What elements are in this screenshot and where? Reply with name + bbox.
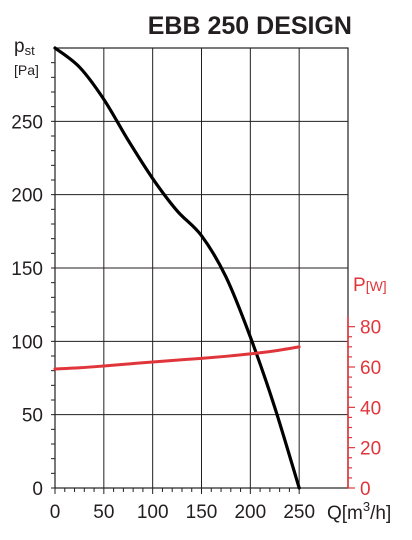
y-right-label-unit: [W]: [366, 278, 387, 294]
x-tick-label: 200: [234, 502, 266, 523]
x-label-main: Q: [327, 503, 342, 524]
y-right-tick-label: 20: [360, 439, 381, 460]
y-left-tick-label: 200: [11, 186, 43, 207]
y-left-axis-unit: [Pa]: [14, 62, 39, 78]
power-curve: [53, 345, 301, 371]
series-lines: [53, 46, 301, 490]
y-left-label-sub: st: [25, 43, 36, 58]
x-tick-label: 250: [283, 502, 315, 523]
axis-ticks: 0 50 100 150 200 250 0 50 100 150 200 250 0 20 40 60 80: [11, 62, 381, 523]
y-right-tick-label: 40: [360, 398, 381, 419]
x-label-unit-pre: [m: [342, 503, 363, 524]
x-tick-label: 50: [93, 502, 114, 523]
y-left-tick-label: 150: [11, 259, 43, 280]
y-left-axis-label: pst: [14, 36, 35, 58]
y-right-axis-label: P[W]: [353, 275, 387, 296]
x-tick-label: 150: [186, 502, 218, 523]
x-axis-label: Q[m3/h]: [327, 499, 391, 524]
y-left-tick-label: 50: [22, 406, 43, 427]
x-tick-label: 0: [50, 502, 61, 523]
x-label-unit-sup: 3: [363, 499, 370, 514]
y-left-label-main: p: [14, 36, 25, 57]
grid: [55, 48, 348, 488]
y-right-tick-label: 80: [360, 318, 381, 339]
y-right-tick-label: 0: [360, 479, 371, 500]
x-tick-label: 100: [137, 502, 169, 523]
y-right-label-main: P: [353, 275, 366, 296]
pressure-curve: [53, 46, 301, 490]
y-left-tick-label: 0: [32, 479, 43, 500]
x-label-unit-post: /h]: [370, 503, 391, 524]
chart-title: EBB 250 DESIGN: [148, 12, 352, 40]
y-right-tick-label: 60: [360, 358, 381, 379]
y-left-tick-label: 100: [11, 332, 43, 353]
y-left-tick-label: 250: [11, 112, 43, 133]
